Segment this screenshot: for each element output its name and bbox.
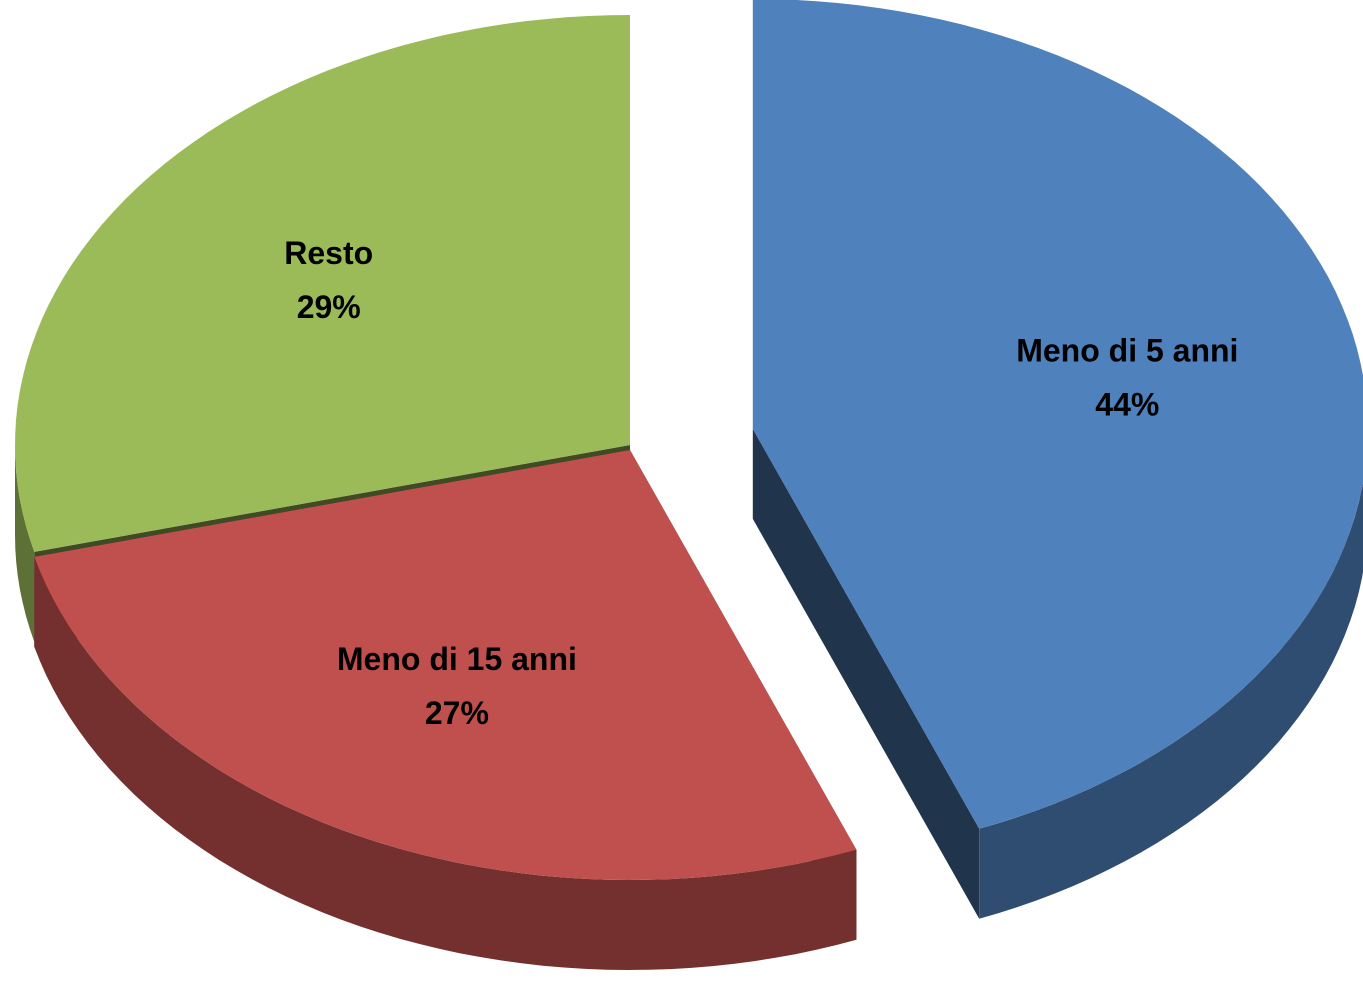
slice-wall bbox=[34, 556, 857, 970]
pie-slice-group bbox=[752, 0, 1363, 919]
slice-value-label: 27% bbox=[425, 695, 489, 731]
pie-slice bbox=[752, 0, 1363, 829]
slice-label: Meno di 15 anni bbox=[337, 641, 577, 677]
slice-value-label: 29% bbox=[297, 289, 361, 325]
pie-slice bbox=[34, 450, 857, 880]
pie-slice-group bbox=[34, 450, 857, 970]
pie-slice bbox=[15, 15, 630, 552]
slice-label: Resto bbox=[284, 235, 373, 271]
slice-value-label: 44% bbox=[1095, 386, 1159, 422]
slice-wall bbox=[15, 445, 35, 642]
slice-label: Meno di 5 anni bbox=[1016, 332, 1238, 368]
slice-wall bbox=[979, 482, 1363, 919]
slice-side bbox=[752, 428, 980, 919]
